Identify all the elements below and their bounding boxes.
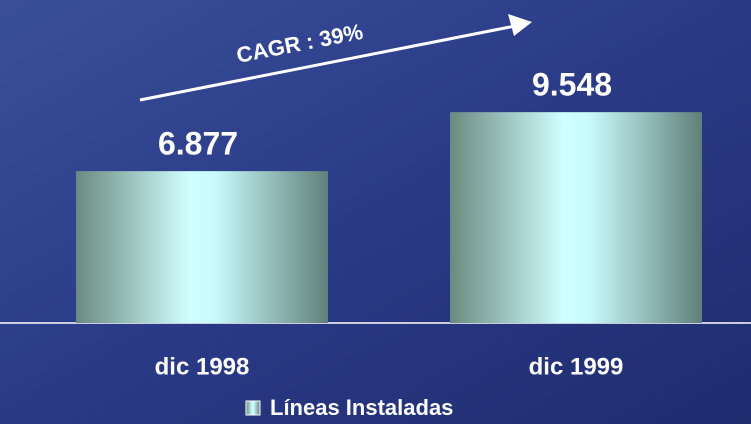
- value-label: 9.548: [532, 67, 612, 103]
- value-label: 6.877: [158, 126, 238, 162]
- bar: [450, 112, 702, 323]
- cagr-arrow: [139, 24, 516, 102]
- bar: [76, 171, 328, 323]
- x-tick-label: dic 1998: [155, 353, 250, 380]
- legend-label: Líneas Instaladas: [270, 395, 453, 420]
- legend-swatch: [245, 400, 261, 416]
- x-tick-label: dic 1999: [529, 353, 624, 380]
- cagr-arrowhead: [508, 14, 532, 36]
